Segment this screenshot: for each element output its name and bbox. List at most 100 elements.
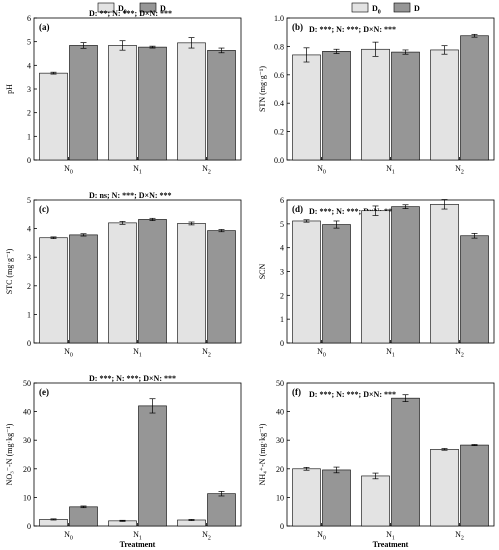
bar-d0-N1	[361, 48, 390, 161]
legend-label-d: D	[414, 4, 420, 13]
y-tick-label: 0	[280, 339, 284, 348]
legend-label-d: D	[160, 4, 166, 13]
chart-panel-f: 0 10 20 30 40 50 NH₄⁺-N (mg·kg⁻¹) (f) D: ***; N:…	[258, 379, 495, 549]
bar-d0-N1	[361, 210, 390, 344]
y-tick-label: 40	[276, 408, 284, 417]
bar-d-N2	[460, 35, 489, 161]
y-tick-label: 20	[23, 465, 31, 474]
legends: D0 D D0 D	[97, 2, 420, 16]
x-axis-label: Treatment	[373, 540, 409, 549]
anova-text: D: ***; N: ***; D×N: ***	[309, 207, 396, 216]
bar-d0-N1	[108, 222, 137, 344]
chart-panel-c: 0 1 2 3 4 5 STC (mg·g⁻¹) (c) D: ns; N: ***; D×N:…	[5, 191, 242, 359]
y-tick-label: 1	[27, 132, 31, 141]
y-tick-label: 0	[27, 339, 31, 348]
bar-d-N2	[460, 444, 489, 527]
bar-d0-N1	[108, 45, 137, 161]
x-tick-label: N2	[455, 347, 464, 359]
x-tick-label: N0	[317, 164, 326, 176]
bar-d-N0	[322, 224, 351, 344]
y-tick-label: 1	[280, 315, 284, 324]
y-tick-label: 20	[276, 465, 284, 474]
bar-d-N0	[69, 234, 98, 344]
anova-text: D: ***; N: ***; D×N: ***	[309, 25, 396, 34]
y-tick-label: 30	[23, 436, 31, 445]
y-tick-label: 2	[27, 282, 31, 291]
y-tick-label: 4	[280, 244, 284, 253]
bar-d-N1	[391, 397, 420, 527]
x-tick-label: N0	[317, 347, 326, 359]
bar-d0-N2	[177, 42, 206, 161]
bar-d-N1	[391, 51, 420, 161]
bar-d-N1	[138, 46, 167, 161]
x-axis-label: Treatment	[120, 540, 156, 549]
x-tick-label: N2	[202, 347, 211, 359]
bar-d-N0	[322, 469, 351, 527]
legend: D0 D	[97, 2, 166, 16]
chart-panel-b: 0.0 0.2 0.4 0.6 0.8 1.0 STN (mg·g⁻¹) (b) D: ***;…	[258, 14, 495, 176]
y-tick-label: 5	[280, 220, 284, 229]
bar-d-N1	[138, 405, 167, 527]
y-tick-label: 6	[280, 196, 284, 205]
legend-swatch-d0	[97, 2, 115, 13]
y-tick-label: 2	[27, 109, 31, 118]
chart-panel-a: 0 1 2 3 4 5 6 pH (a) D: **; N: ***; D×N: *** N0 N1 N…	[5, 9, 242, 176]
y-tick-label: 5	[27, 196, 31, 205]
panel-letter: (d)	[292, 204, 303, 214]
legend-swatch-d0	[351, 2, 369, 13]
y-tick-label: 0.4	[274, 99, 284, 108]
panel-letter: (e)	[39, 387, 49, 397]
y-tick-label: 5	[27, 38, 31, 47]
y-tick-label: 1.0	[274, 14, 284, 23]
x-tick-label: N1	[133, 164, 142, 176]
panel-letter: (c)	[39, 204, 49, 214]
bar-d-N0	[322, 51, 351, 161]
legend-swatch-d	[393, 2, 411, 13]
panel-letter: (f)	[292, 387, 301, 397]
legend-swatch-d	[139, 2, 157, 13]
y-axis-label: NO₃⁻-N (mg·kg⁻¹)	[5, 423, 14, 485]
x-tick-label: N1	[386, 530, 395, 542]
legend-label-d0: D0	[372, 4, 381, 16]
legend-label-d0: D0	[118, 4, 127, 16]
bar-d-N2	[207, 230, 236, 344]
y-tick-label: 0	[27, 156, 31, 165]
y-tick-label: 4	[27, 61, 31, 70]
x-tick-label: N1	[133, 530, 142, 542]
y-tick-label: 0.2	[274, 128, 284, 137]
y-tick-label: 3	[280, 268, 284, 277]
anova-text: D: ***; N: ***; D×N: ***	[309, 390, 396, 399]
y-tick-label: 0.0	[274, 156, 284, 165]
y-tick-label: 50	[276, 379, 284, 388]
x-tick-label: N1	[133, 347, 142, 359]
x-tick-label: N2	[455, 530, 464, 542]
y-tick-label: 0.8	[274, 42, 284, 51]
x-tick-label: N2	[202, 530, 211, 542]
anova-text: D: **; N: ***; D×N: ***	[89, 9, 172, 18]
y-axis-label: STN (mg·g⁻¹)	[258, 66, 267, 112]
bar-d0-N2	[430, 203, 459, 344]
panels: 0 1 2 3 4 5 6 pH (a) D: **; N: ***; D×N: *** N0 N1 N…	[5, 9, 495, 549]
bar-d-N2	[207, 50, 236, 161]
x-tick-label: N0	[64, 530, 73, 542]
x-tick-label: N2	[202, 164, 211, 176]
x-tick-label: N1	[386, 164, 395, 176]
x-tick-label: N0	[64, 347, 73, 359]
y-axis-label: STC (mg·g⁻¹)	[5, 248, 14, 294]
y-axis-label: SCN	[258, 263, 267, 279]
x-tick-label: N1	[386, 347, 395, 359]
panel-letter: (a)	[39, 22, 50, 32]
bar-d0-N2	[430, 449, 459, 527]
anova-text: D: ***; N: ***; D×N: ***	[89, 374, 176, 383]
y-tick-label: 3	[27, 253, 31, 262]
y-tick-label: 6	[27, 14, 31, 23]
bar-d0-N1	[361, 475, 390, 527]
y-tick-label: 1	[27, 310, 31, 319]
bar-d-N0	[69, 45, 98, 161]
legend: D0 D	[351, 2, 420, 16]
bar-d-N1	[391, 206, 420, 344]
y-tick-label: 30	[276, 436, 284, 445]
chart-panel-e: 0 10 20 30 40 50 NO₃⁻-N (mg·kg⁻¹) (e) D: ***; N:…	[5, 374, 242, 549]
y-tick-label: 3	[27, 85, 31, 94]
